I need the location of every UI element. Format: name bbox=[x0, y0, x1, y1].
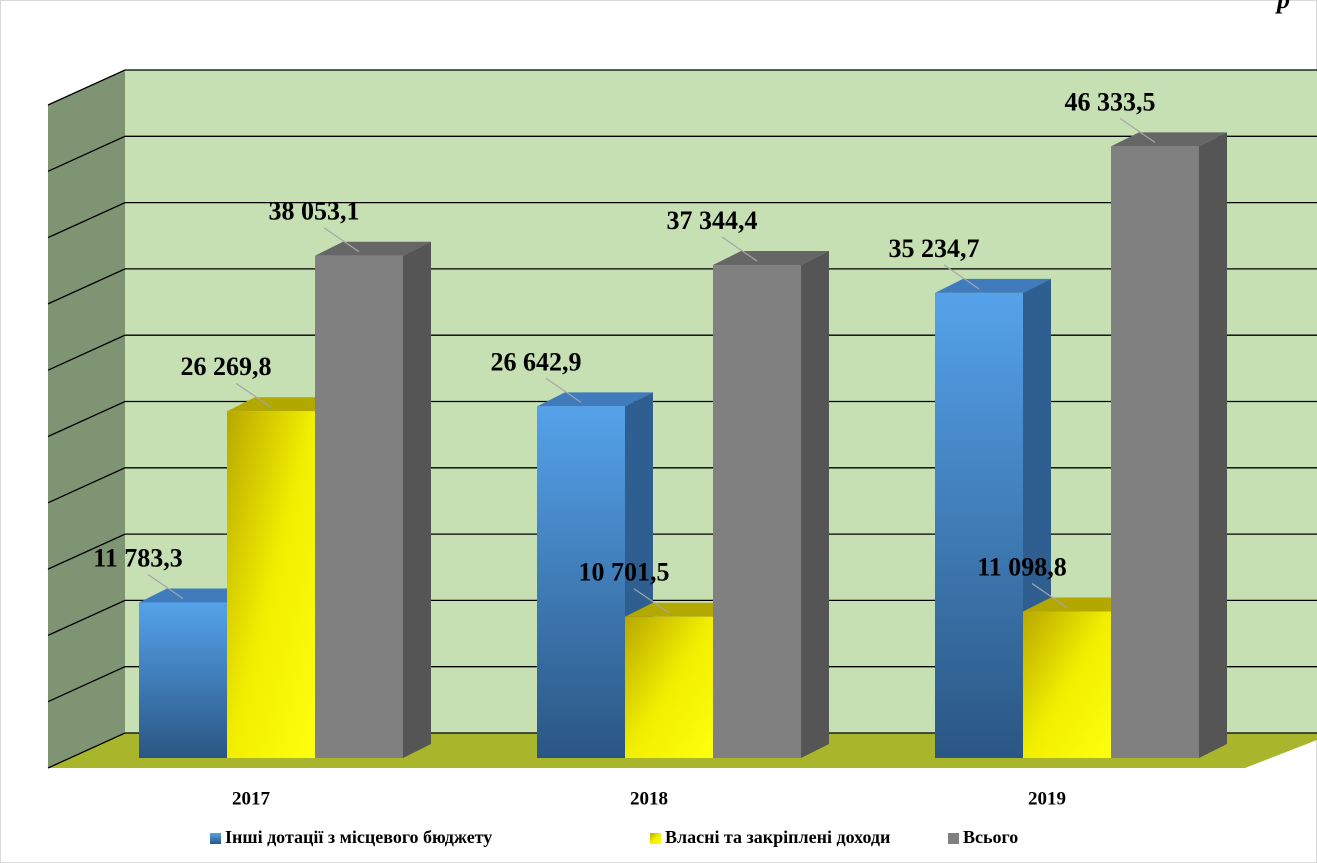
value-label: 26 269,8 bbox=[181, 352, 272, 381]
value-label: 38 053,1 bbox=[269, 197, 360, 226]
grid-line bbox=[47, 400, 1317, 438]
leader-line bbox=[147, 573, 184, 599]
bar-top bbox=[713, 251, 829, 266]
legend-label: Інші дотації з місцевого бюджету bbox=[225, 827, 492, 847]
value-label: 26 642,9 bbox=[491, 347, 582, 376]
grid-line bbox=[47, 533, 1317, 570]
grid-line bbox=[47, 732, 1317, 769]
bar bbox=[315, 255, 403, 758]
bar-top bbox=[935, 278, 1051, 293]
leader-line bbox=[633, 588, 670, 614]
bar-top bbox=[315, 241, 431, 256]
legend-swatch bbox=[650, 833, 661, 844]
grid-line bbox=[47, 599, 1317, 636]
grid-line bbox=[47, 135, 1317, 172]
bar bbox=[935, 292, 1023, 758]
bar-side bbox=[801, 251, 829, 758]
leader-line bbox=[943, 264, 980, 290]
leader-line bbox=[1031, 583, 1068, 608]
bar bbox=[227, 411, 315, 758]
bar bbox=[139, 602, 227, 758]
bar-top bbox=[537, 392, 653, 407]
value-label: 46 333,5 bbox=[1065, 87, 1156, 116]
bar-top bbox=[625, 602, 741, 617]
legend-swatch bbox=[210, 833, 221, 844]
grid-line bbox=[47, 201, 1317, 239]
value-label: 11 783,3 bbox=[93, 543, 183, 572]
annotation: р bbox=[1275, 0, 1290, 14]
grid-line bbox=[47, 467, 1317, 504]
legend-swatch bbox=[948, 833, 959, 844]
x-tick-label: 2018 bbox=[630, 788, 668, 809]
bar-top bbox=[1023, 597, 1139, 612]
value-label: 11 098,8 bbox=[977, 552, 1067, 581]
legend-label: Власні та закріплені доходи bbox=[665, 827, 890, 847]
value-label: 37 344,4 bbox=[667, 206, 758, 235]
bar bbox=[1023, 611, 1111, 758]
x-tick-label: 2019 bbox=[1028, 788, 1066, 809]
bar-top bbox=[139, 588, 255, 603]
legend-label: Всього bbox=[963, 827, 1018, 847]
bar bbox=[713, 265, 801, 758]
bar bbox=[1111, 146, 1199, 758]
leader-line bbox=[235, 382, 272, 408]
grid-line bbox=[47, 69, 1317, 106]
leader-line bbox=[545, 377, 582, 403]
bar-top bbox=[227, 397, 343, 412]
bar-side bbox=[403, 241, 431, 758]
grid-line bbox=[47, 268, 1317, 305]
bar bbox=[625, 616, 713, 758]
bar-top bbox=[1111, 132, 1227, 147]
bar-side bbox=[1199, 132, 1227, 758]
x-tick-label: 2017 bbox=[232, 788, 271, 809]
grid-line bbox=[47, 334, 1317, 371]
value-label: 35 234,7 bbox=[889, 234, 980, 263]
leader-line bbox=[323, 227, 360, 253]
leader-line bbox=[721, 236, 758, 262]
leader-line bbox=[1119, 117, 1156, 143]
bar bbox=[537, 406, 625, 758]
grid-line bbox=[47, 666, 1317, 703]
value-label: 10 701,5 bbox=[579, 558, 670, 587]
